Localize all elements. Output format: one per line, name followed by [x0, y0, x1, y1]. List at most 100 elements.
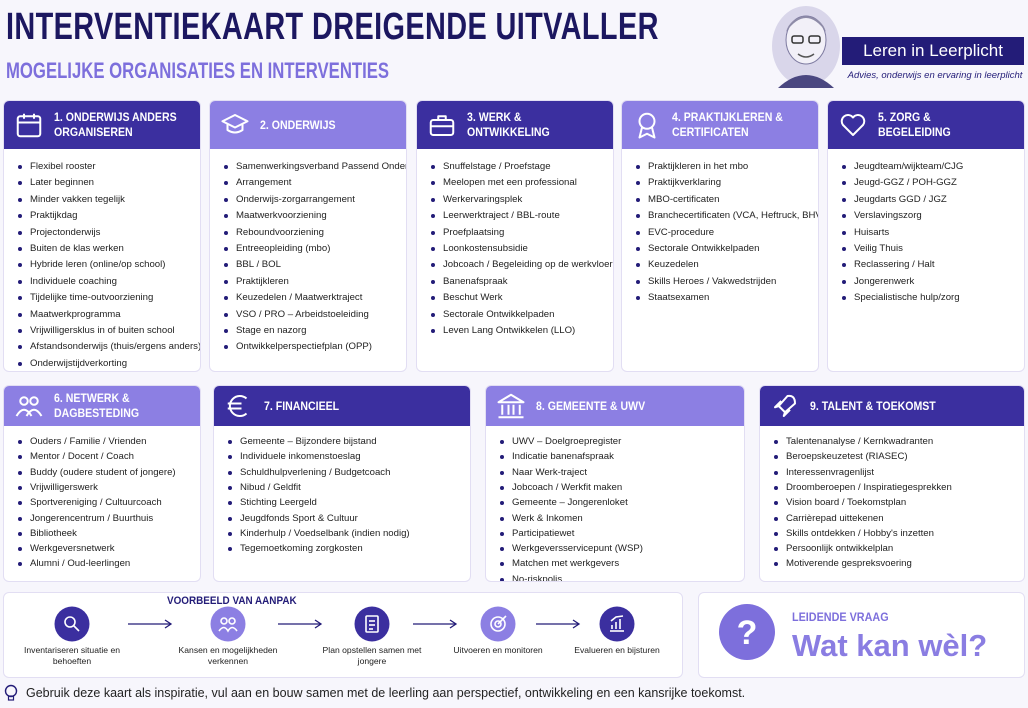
- bullet: [500, 577, 504, 581]
- card-item: Beroepskeuzetest (RIASEC): [786, 451, 908, 463]
- card-item: Sectorale Ontwikkelpaden: [648, 243, 760, 254]
- step-icon: [210, 606, 246, 642]
- card-item: Reclassering / Halt: [854, 259, 935, 271]
- card-item: Proefplaatsing: [443, 226, 505, 238]
- card-item: Samenwerkingsverband Passend Onderwijs: [236, 161, 407, 172]
- step-arrow: [535, 619, 580, 629]
- bullet: [18, 345, 22, 350]
- card-item: Individuele inkomenstoeslag: [240, 451, 361, 463]
- card-item: Keuzedelen / Maatwerktraject: [236, 292, 363, 304]
- page-subtitle: MOGELIJKE ORGANISATIES EN INTERVENTIES: [6, 58, 390, 83]
- card-item: Flexibel rooster: [30, 161, 96, 172]
- bullet: [18, 361, 22, 366]
- bullet: [18, 329, 22, 333]
- card-item: Jeugdarts GGD / JGZ: [854, 193, 947, 205]
- card-item: Droomberoepen / Inspiratiegesprekken: [786, 481, 952, 493]
- card-item: Buiten de klas werken: [30, 243, 124, 254]
- bullet: [18, 247, 22, 251]
- card-item: Praktijkdag: [30, 210, 78, 222]
- bullet: [431, 247, 435, 251]
- bullet: [842, 296, 846, 301]
- step-label: Evalueren en bijsturen: [574, 645, 660, 655]
- card-item: Jongerencentrum / Buurthuis: [30, 512, 154, 524]
- card-item: Kinderhulp / Voedselbank (indien nodig): [240, 527, 410, 539]
- card-item: Alumni / Oud-leerlingen: [30, 558, 131, 570]
- card-title: 9. TALENT & TOEKOMST: [810, 398, 936, 413]
- bullet: [842, 230, 846, 235]
- card-item: Praktijkleren in het mbo: [648, 161, 749, 172]
- bullet: [842, 181, 846, 186]
- card-item: Werkgeversnetwerk: [30, 543, 115, 555]
- card-item: Onderwijs-zorgarrangement: [236, 193, 355, 205]
- card-item: Jobcoach / Begeleiding op de werkvloer: [443, 259, 613, 271]
- card-item: VSO / PRO – Arbeidstoeleiding: [236, 308, 369, 320]
- bullet: [18, 214, 22, 219]
- bullet: [842, 197, 846, 202]
- card-item: Schuldhulpverlening / Budgetcoach: [240, 466, 391, 478]
- card-item: Staatsexamen: [648, 292, 710, 304]
- card-item: Arrangement: [236, 177, 292, 189]
- card-item: Talentenanalyse / Kernkwadranten: [786, 436, 934, 447]
- brand-name: Leren in Leerplicht: [842, 37, 1024, 65]
- card-title: 3. WERK & ONTWIKKELING: [467, 110, 550, 139]
- bullet: [228, 516, 232, 521]
- step-icon: [480, 606, 516, 642]
- bullet: [774, 470, 778, 475]
- bullet: [774, 562, 778, 567]
- bullet: [224, 214, 228, 219]
- card-item: Specialistische hulp/zorg: [854, 292, 960, 304]
- card-item: Maatwerkvoorziening: [236, 210, 327, 222]
- category-card: 6. NETWERK & DAGBESTEDING Ouders / Famili…: [3, 385, 201, 582]
- bullet: [500, 531, 504, 536]
- category-card: 1. ONDERWIJS ANDERS ORGANISEREN Flexibel …: [3, 100, 201, 372]
- card-item: Verslavingszorg: [854, 210, 922, 222]
- bullet: [431, 296, 435, 301]
- card-item: Skills ontdekken / Hobby's inzetten: [786, 527, 934, 539]
- icon: [638, 112, 656, 139]
- step-arrow: [278, 619, 323, 629]
- category-card: 7. FINANCIEEL Gemeente – Bijzondere bijst…: [213, 385, 471, 582]
- card-item: EVC-procedure: [648, 226, 715, 238]
- category-card: 4. PRAKTIJKLEREN & CERTIFICATEN Praktijkl…: [621, 100, 819, 372]
- bullet: [224, 296, 228, 301]
- portrait: [772, 6, 840, 88]
- card-item: Mentor / Docent / Coach: [30, 451, 134, 463]
- card-item: Jongerenwerk: [854, 275, 915, 287]
- card-item: Vision board / Toekomstplan: [786, 497, 907, 509]
- bullet: [228, 470, 232, 475]
- card-item: Reboundvoorziening: [236, 226, 325, 238]
- bullet: [431, 279, 435, 284]
- card-item: Snuffelstage / Proefstage: [443, 161, 551, 172]
- card-item: Minder vakken tegelijk: [30, 193, 125, 205]
- step-label: Uitvoeren en monitoren: [453, 645, 543, 655]
- card-item: BBL / BOL: [236, 259, 281, 271]
- card-item: Werkgeversservicepunt (WSP): [512, 543, 643, 555]
- bullet: [431, 181, 435, 186]
- bullet: [18, 165, 22, 169]
- card-item: Jeugdteam/wijkteam/CJG: [854, 161, 964, 172]
- bullet: [500, 485, 504, 490]
- card-title: 7. FINANCIEEL: [264, 398, 340, 413]
- card-item: Matchen met werkgevers: [512, 558, 620, 570]
- card-item: Maatwerkprogramma: [30, 308, 121, 320]
- card-item: Keuzedelen: [648, 259, 699, 271]
- card-header: 1. ONDERWIJS ANDERS ORGANISEREN: [4, 101, 200, 149]
- card-item: Gemeente – Jongerenloket: [512, 497, 628, 509]
- bullet: [224, 279, 228, 284]
- card-item: Participatiewet: [512, 527, 575, 539]
- icon: [429, 115, 455, 136]
- bullet: [18, 516, 22, 521]
- bullet: [224, 197, 228, 202]
- card-item: Werk & Inkomen: [512, 512, 583, 524]
- bullet: [431, 165, 435, 169]
- card-item: Skills Heroes / Vakwedstrijden: [648, 275, 777, 287]
- bullet: [636, 263, 640, 268]
- question-text: Wat kan wèl?: [792, 628, 988, 663]
- card-item: Beschut Werk: [443, 292, 503, 304]
- icon: [774, 394, 796, 417]
- card-item: Banenafspraak: [443, 275, 508, 287]
- card-item: Tijdelijke time-outvoorziening: [30, 292, 154, 304]
- bullet: [500, 547, 504, 552]
- bullet: [18, 470, 22, 475]
- card-item: Onderwijstijdverkorting: [30, 357, 128, 369]
